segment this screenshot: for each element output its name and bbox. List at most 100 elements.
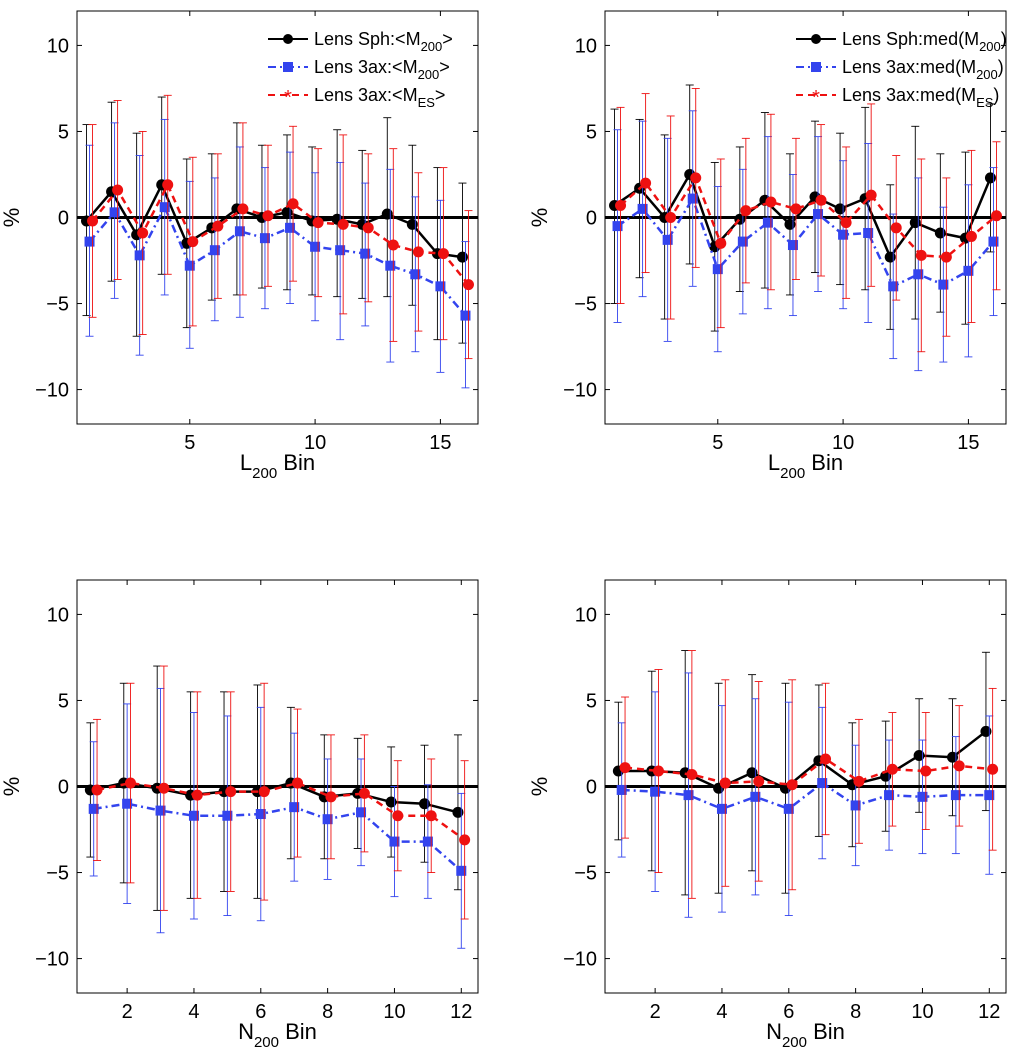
x-tick-label: 4 <box>188 1001 199 1023</box>
legend: Lens Sph:<M200>Lens 3ax:<M200>* Lens 3ax:… <box>268 29 453 110</box>
data-point <box>615 199 627 211</box>
series-1 <box>88 687 467 949</box>
data-point <box>915 249 927 261</box>
data-point <box>884 251 896 263</box>
data-point <box>890 222 902 234</box>
y-tick-label: 10 <box>47 35 69 57</box>
data-point <box>637 203 648 214</box>
x-tick-label: 5 <box>712 432 723 454</box>
data-point <box>456 865 467 876</box>
x-tick-label: 6 <box>255 1001 266 1023</box>
data-point <box>237 203 249 215</box>
data-point <box>392 810 404 822</box>
data-point <box>88 803 99 814</box>
data-point <box>963 265 974 276</box>
legend-label: Lens 3ax:med(MES) <box>842 85 999 110</box>
data-point <box>259 233 270 244</box>
legend-label: Lens Sph:<M200> <box>314 29 453 54</box>
series-line <box>616 195 995 289</box>
x-axis-label-main: L <box>768 450 780 475</box>
series-1 <box>612 110 999 372</box>
legend: Lens Sph:med(M200)Lens 3ax:med(M200)* Len… <box>796 29 1007 110</box>
y-tick-label: −5 <box>574 863 597 885</box>
data-point <box>122 798 133 809</box>
x-axis-label-main: N <box>766 1019 782 1044</box>
data-point <box>865 189 877 201</box>
data-point <box>124 777 136 789</box>
legend-marker <box>283 34 293 44</box>
y-tick-label: 0 <box>58 777 69 799</box>
y-tick-label: −5 <box>574 294 597 316</box>
y-tick-label: 0 <box>586 777 597 799</box>
x-tick-label: 15 <box>957 432 979 454</box>
y-tick-label: −10 <box>563 380 597 402</box>
data-point <box>765 196 777 208</box>
y-tick-label: 5 <box>586 690 597 712</box>
series-line <box>88 204 467 317</box>
series-line <box>91 181 470 286</box>
y-tick-label: 0 <box>58 208 69 230</box>
data-point <box>888 281 899 292</box>
series-line <box>618 730 987 790</box>
data-point <box>690 172 702 184</box>
data-point <box>356 807 367 818</box>
x-tick-label: 2 <box>650 1001 661 1023</box>
series-line <box>621 781 990 811</box>
legend-marker: * <box>812 87 820 109</box>
data-point <box>987 763 999 775</box>
series-0 <box>81 96 468 344</box>
data-point <box>410 269 421 280</box>
data-point <box>790 203 802 215</box>
legend-label-subscript: 200 <box>421 39 443 54</box>
legend-label-subscript: 200 <box>976 67 998 82</box>
data-point <box>687 193 698 204</box>
legend-label-main: Lens 3ax:<M <box>314 57 418 77</box>
x-axis-label-main: L <box>240 450 252 475</box>
x-tick-label: 15 <box>429 432 451 454</box>
series-0 <box>609 84 996 332</box>
legend-label: Lens Sph:med(M200) <box>842 29 1007 54</box>
y-tick-label: −10 <box>35 949 69 971</box>
data-point <box>616 784 627 795</box>
data-point <box>909 217 921 229</box>
legend-label: Lens 3ax:med(M200) <box>842 57 1004 82</box>
data-point <box>389 836 400 847</box>
data-point <box>652 765 664 777</box>
data-point <box>650 786 661 797</box>
data-point <box>715 237 727 249</box>
data-point <box>863 227 874 238</box>
legend-label-main: Lens 3ax:med(M <box>842 85 976 105</box>
x-axis-label-subscript: 200 <box>782 1034 807 1051</box>
data-point <box>683 790 694 801</box>
data-point <box>965 230 977 242</box>
data-point <box>188 810 199 821</box>
legend-label-tail: > <box>439 57 450 77</box>
data-point <box>984 172 996 184</box>
legend-label-tail: ) <box>1001 29 1007 49</box>
x-axis-label-subscript: 200 <box>254 1034 279 1051</box>
data-point <box>289 802 300 813</box>
legend-marker: * <box>284 87 292 109</box>
series-0 <box>612 650 992 896</box>
x-axis-label-main: N <box>238 1019 254 1044</box>
y-tick-label: −10 <box>35 380 69 402</box>
data-point <box>112 184 124 196</box>
y-axis-label: % <box>0 777 24 797</box>
data-point <box>312 217 324 229</box>
series-line <box>85 181 463 259</box>
data-point <box>947 751 959 763</box>
data-point <box>381 208 393 220</box>
y-tick-label: 5 <box>58 121 69 143</box>
legend-label-main: Lens Sph:med(M <box>842 29 979 49</box>
data-point <box>460 310 471 321</box>
chart-panel-bottom-left: −10 −5 0 5 10 2 4 6 8 10 12 N200 Bin% <box>0 579 479 1051</box>
x-tick-label: 12 <box>450 1001 472 1023</box>
legend-marker <box>811 34 821 44</box>
data-point <box>262 210 274 222</box>
legend-label-tail: > <box>435 85 446 105</box>
data-point <box>310 241 321 252</box>
data-point <box>285 222 296 233</box>
legend-marker <box>283 62 293 72</box>
